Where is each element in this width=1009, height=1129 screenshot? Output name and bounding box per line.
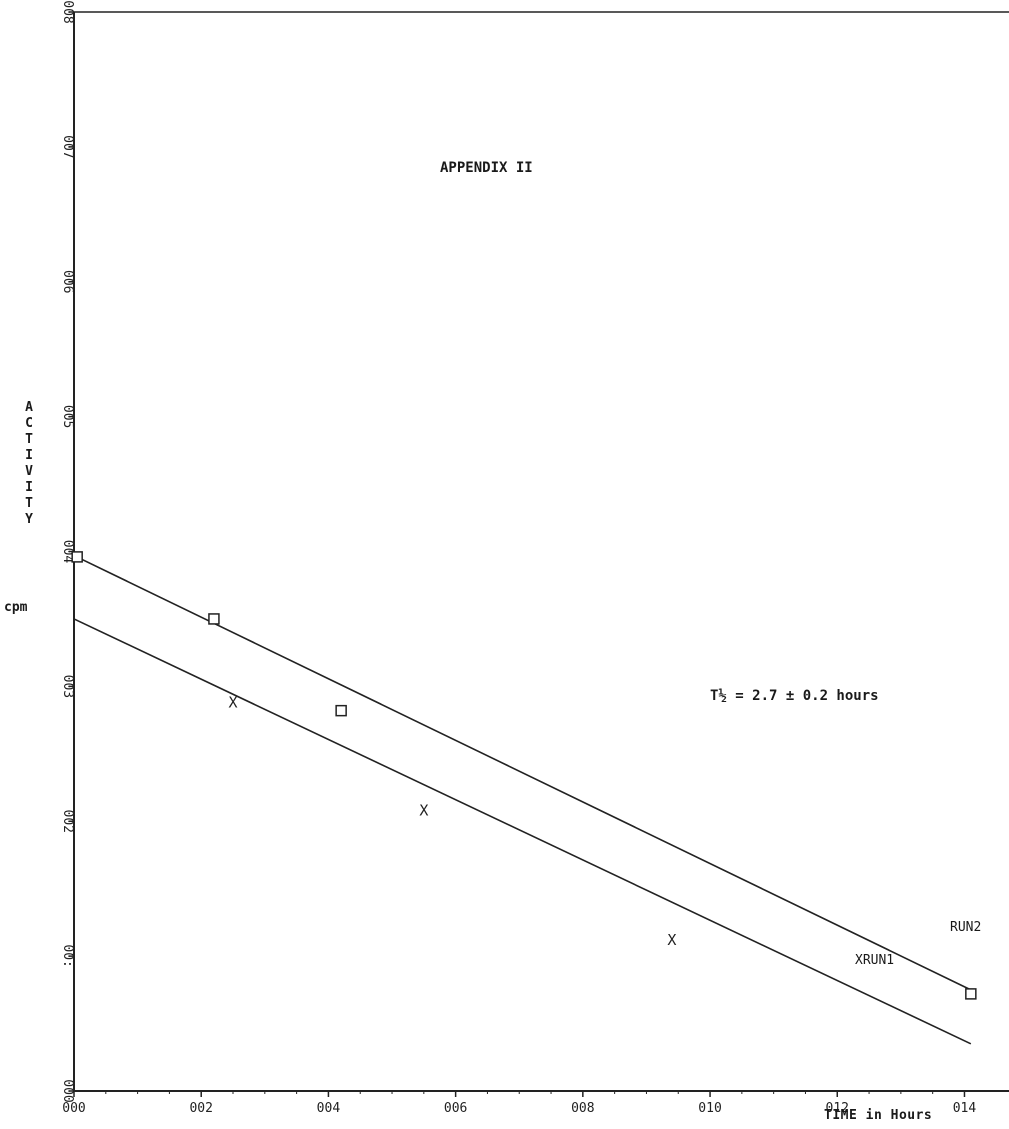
x-axis-label: TIME in Hours — [824, 1108, 933, 1123]
y-tick-000: 000 — [60, 1079, 75, 1102]
fit-lines — [73, 554, 972, 1045]
y-axis-label-letter: V — [25, 464, 33, 479]
y-tick-007: 007 — [60, 135, 75, 158]
x-tick-012: 012 — [826, 1091, 849, 1116]
y-tick-label: 005 — [60, 405, 75, 428]
marker-run1: X — [419, 801, 428, 819]
y-tick-label: 00: — [60, 944, 75, 967]
x-tick-010: 010 — [698, 1091, 722, 1116]
y-tick-002: 002 — [60, 810, 75, 833]
y-tick-label: 006 — [60, 270, 75, 293]
series-label-run1: XRUN1 — [855, 953, 895, 968]
y-tick-005: 005 — [60, 405, 75, 428]
y-tick-003: 003 — [60, 675, 75, 698]
x-tick-004: 004 — [317, 1091, 341, 1116]
x-tick-label: 004 — [317, 1101, 341, 1116]
x-ticks: 000 002 004 006 008 010 012 014 — [62, 1091, 976, 1116]
y-axis-label-letter: I — [25, 480, 33, 495]
x-tick-label: 012 — [826, 1101, 849, 1116]
y-axis-label-letter: A — [25, 400, 33, 415]
y-axis-label-letter: T — [25, 496, 33, 511]
y-tick-label: 002 — [60, 810, 75, 833]
fit-line-run2 — [73, 554, 972, 991]
y-ticks: 000 00: 002 003 004 005 006 007 008 — [60, 0, 75, 1102]
x-tick-label: 010 — [698, 1101, 721, 1116]
y-tick-006: 006 — [60, 270, 75, 293]
y-axis-unit: cpm — [4, 600, 28, 615]
x-tick-014: 014 — [953, 1091, 977, 1116]
marker-run1: X — [667, 931, 676, 949]
y-tick-001: 00: — [60, 944, 75, 967]
marker-run2 — [335, 704, 347, 717]
marker-run1: X — [228, 694, 237, 712]
y-axis-label-letter: I — [25, 448, 33, 463]
y-axis-label-letter: C — [25, 416, 33, 431]
half-life-annotation: T½ = 2.7 ± 0.2 hours — [710, 688, 879, 704]
y-axis-label-letter: T — [25, 432, 33, 447]
y-tick-label: 007 — [60, 135, 75, 158]
y-tick-008: 008 — [60, 0, 75, 23]
x-tick-006: 006 — [444, 1091, 467, 1116]
chart-title: APPENDIX II — [440, 160, 533, 176]
x-tick-002: 002 — [189, 1091, 213, 1116]
x-tick-008: 008 — [571, 1091, 595, 1116]
y-tick-label: 000 — [60, 1079, 75, 1102]
marker-run2 — [208, 613, 220, 625]
x-tick-label: 008 — [571, 1101, 594, 1116]
y-tick-label: 008 — [60, 0, 75, 23]
y-axis-label-letter: Y — [25, 512, 33, 527]
marker-run2 — [965, 988, 977, 1000]
marker-run2 — [71, 551, 83, 563]
x-tick-label: 014 — [953, 1101, 977, 1116]
y-tick-label: 003 — [60, 675, 75, 698]
x-tick-label: 000 — [62, 1101, 85, 1116]
x-tick-label: 002 — [189, 1101, 212, 1116]
x-tick-label: 006 — [444, 1101, 467, 1116]
y-tick-label: 004 — [60, 540, 75, 564]
series-label-run2: RUN2 — [950, 920, 982, 935]
data-markers: X X X — [71, 551, 977, 1000]
x-tick-000: 000 — [62, 1091, 86, 1116]
fit-line-run1 — [73, 618, 972, 1045]
